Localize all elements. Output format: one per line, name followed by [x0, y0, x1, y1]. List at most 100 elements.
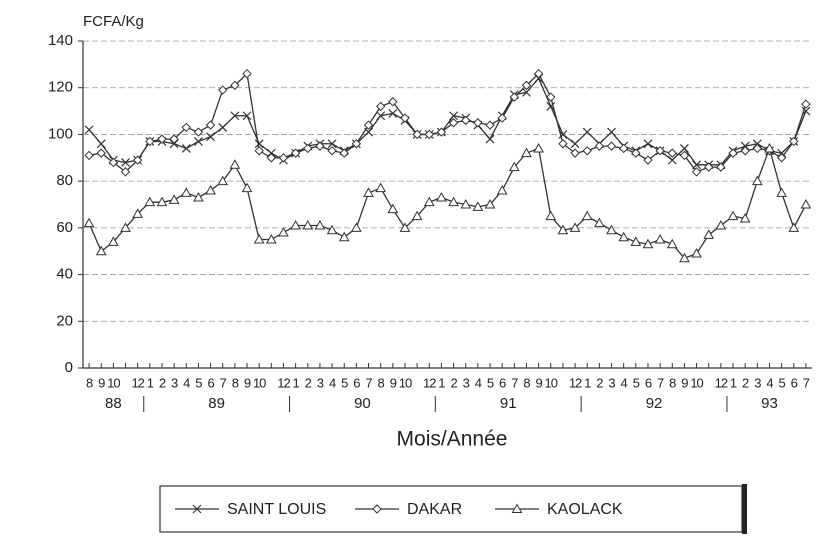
data-point	[194, 137, 203, 146]
data-point	[206, 132, 215, 142]
x-tick-label: 9	[244, 375, 251, 390]
data-point	[448, 118, 459, 128]
legend-shadow	[742, 484, 747, 534]
data-point	[715, 220, 727, 230]
data-point	[205, 184, 216, 195]
data-point	[411, 210, 423, 221]
x-tick-label: 6	[791, 375, 798, 390]
data-point	[703, 229, 715, 239]
data-point	[400, 113, 410, 123]
data-point	[751, 175, 763, 186]
data-point	[266, 153, 277, 163]
data-point	[570, 148, 580, 158]
x-tick-label: 2	[305, 375, 312, 390]
x-tick-label: 2	[159, 375, 166, 390]
data-point	[144, 196, 156, 207]
data-point	[388, 108, 398, 118]
x-tick-label: 4	[329, 375, 336, 390]
data-point	[594, 141, 605, 151]
series-line	[88, 72, 807, 173]
data-point	[339, 148, 349, 158]
x-tick-label: 10	[253, 375, 266, 390]
series-line	[88, 77, 807, 166]
x-tick-label: 4	[766, 375, 773, 390]
x-tick-label: 9	[390, 375, 397, 390]
data-point	[375, 182, 387, 193]
data-point	[569, 222, 581, 232]
data-point	[315, 141, 325, 151]
data-point	[654, 234, 666, 244]
data-point	[132, 208, 144, 218]
x-tick-label: 7	[365, 375, 372, 390]
data-point	[314, 220, 326, 230]
data-point	[666, 238, 678, 249]
data-point	[338, 231, 350, 242]
legend-label: DAKAR	[407, 501, 462, 518]
data-point	[387, 203, 399, 214]
y-axis-label: FCFA/Kg	[83, 13, 144, 30]
data-point	[388, 97, 398, 107]
data-point	[230, 80, 240, 91]
data-point	[218, 122, 228, 132]
data-point	[484, 198, 496, 209]
year-label: 92	[646, 395, 663, 412]
y-tick-label: 100	[48, 125, 73, 142]
data-point	[680, 144, 689, 153]
data-point	[168, 194, 180, 204]
data-point	[789, 136, 799, 147]
x-tick-label: 8	[86, 375, 93, 390]
data-point	[740, 146, 750, 156]
x-tick-label: 3	[463, 375, 470, 390]
x-tick-label: 4	[621, 375, 628, 390]
data-point	[496, 184, 508, 195]
data-point	[533, 142, 544, 153]
data-point	[121, 158, 130, 167]
year-label: 93	[761, 395, 778, 412]
x-tick-label: 5	[487, 375, 494, 390]
data-point	[546, 92, 556, 102]
data-point	[448, 196, 459, 207]
legend-label: SAINT LOUIS	[227, 501, 326, 518]
x-tick-label: 5	[341, 375, 348, 390]
data-point	[241, 182, 253, 193]
data-point	[229, 159, 241, 169]
x-tick-label: 5	[195, 375, 202, 390]
data-point	[521, 147, 532, 158]
data-point	[728, 148, 738, 158]
data-point	[739, 212, 751, 223]
data-point	[716, 162, 726, 172]
x-tick-label: 2	[742, 375, 749, 390]
data-point	[399, 222, 411, 232]
data-point	[776, 153, 787, 163]
data-point	[630, 236, 642, 246]
data-point	[145, 136, 155, 147]
data-point	[180, 187, 192, 197]
legend-marker	[511, 503, 523, 513]
y-tick-label: 140	[48, 32, 73, 49]
data-point	[449, 111, 458, 121]
x-tick-label: 4	[183, 375, 190, 390]
year-label: 89	[208, 395, 225, 412]
data-point	[96, 148, 106, 158]
legend-box	[159, 485, 743, 533]
data-point	[351, 222, 362, 232]
data-point	[181, 144, 191, 153]
data-point	[169, 134, 179, 144]
data-point	[290, 220, 301, 230]
x-tick-label: 1	[730, 375, 737, 390]
data-point	[96, 139, 106, 149]
x-axis-label: Mois/Année	[397, 428, 508, 451]
data-point	[667, 148, 677, 158]
data-point	[254, 139, 264, 149]
data-point	[156, 196, 168, 207]
x-tick-label: 12	[569, 375, 582, 390]
x-tick-label: 3	[317, 375, 324, 390]
x-tick-label: 3	[608, 375, 615, 390]
data-point	[326, 224, 338, 235]
data-point	[218, 85, 228, 95]
data-point	[242, 68, 252, 79]
x-tick-label: 10	[545, 375, 558, 390]
data-point	[242, 111, 252, 121]
data-point	[217, 175, 229, 186]
data-point	[607, 127, 616, 137]
